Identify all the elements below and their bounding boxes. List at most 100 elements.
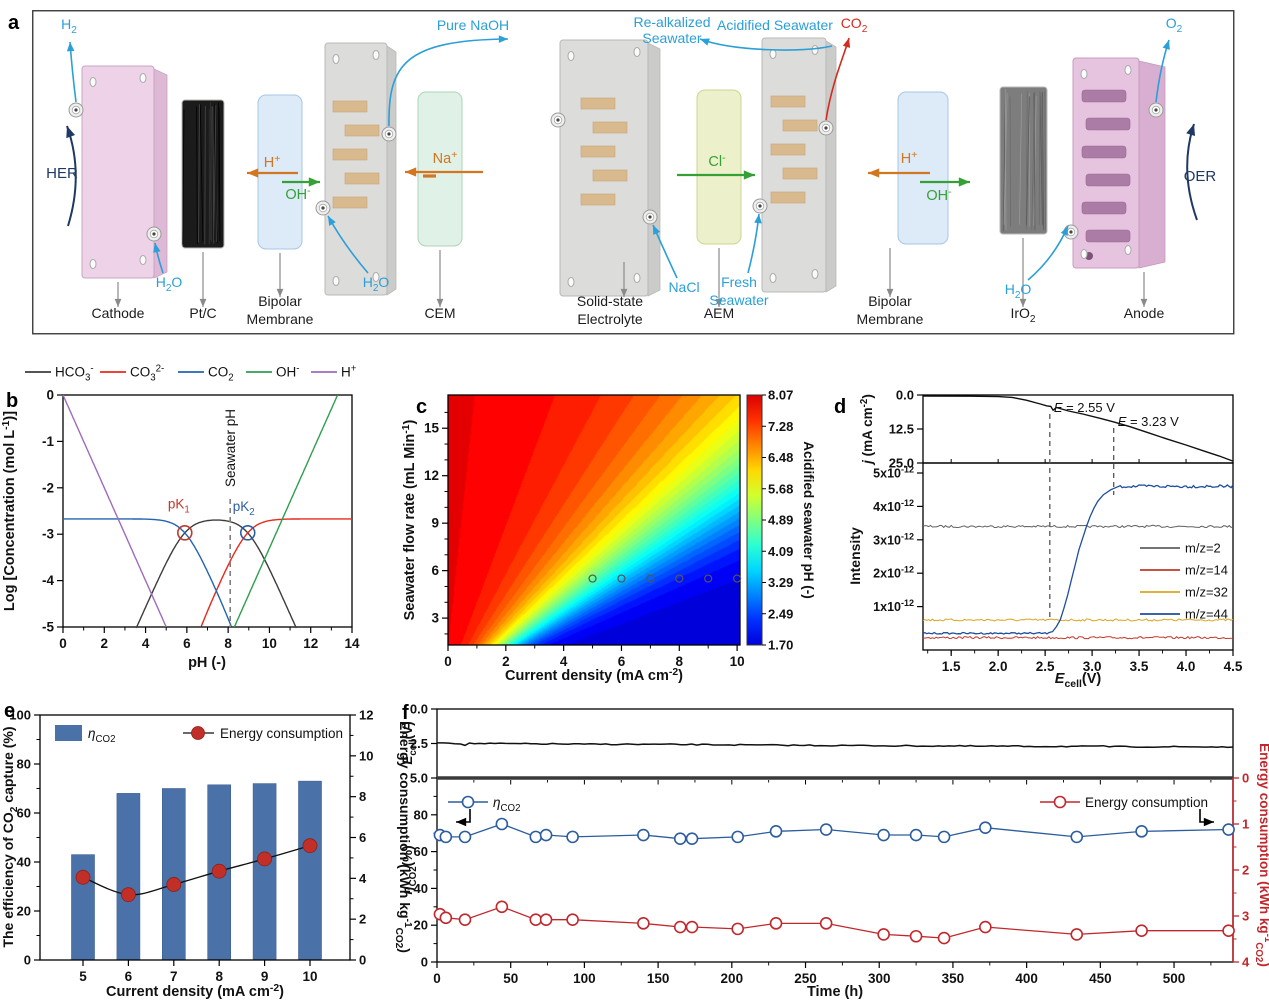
cem-membrane (417, 91, 463, 247)
svg-text:9: 9 (261, 969, 269, 984)
svg-text:E = 3.23 V: E = 3.23 V (1118, 414, 1179, 429)
reaction-arrows: HER OER (46, 123, 1216, 227)
svg-text:AEM: AEM (704, 305, 734, 321)
svg-text:m/z=2: m/z=2 (1185, 541, 1221, 556)
svg-text:j (mA cm-2): j (mA cm-2) (859, 394, 875, 466)
svg-text:10: 10 (359, 748, 373, 763)
svg-text:4x10-12: 4x10-12 (873, 498, 914, 514)
bjerrum-curves (62, 394, 352, 629)
energy-series (433, 900, 1235, 945)
energy-line (75, 838, 318, 903)
svg-text:4.89: 4.89 (768, 513, 793, 528)
svg-text:20: 20 (414, 918, 428, 933)
svg-text:H+: H+ (901, 150, 918, 167)
svg-text:250: 250 (794, 971, 817, 986)
svg-text:Energy consumption (kWh kg-1CO: Energy consumption (kWh kg-1CO2) (1253, 743, 1269, 967)
svg-text:5.68: 5.68 (768, 481, 793, 496)
bjerrum-legend: HCO3- CO32- CO2 OH- H+ (25, 364, 357, 384)
bar-legend: ηCO2 Energy consumption (55, 725, 343, 745)
flow-plate-naoh (315, 42, 397, 296)
svg-text:12: 12 (303, 636, 318, 651)
cell-stack-components (68, 37, 1166, 297)
panel-b-letter: b (6, 390, 19, 412)
svg-text:Acidified Seawater: Acidified Seawater (717, 17, 833, 33)
svg-text:0: 0 (1242, 771, 1249, 786)
svg-text:2x10-12: 2x10-12 (873, 565, 914, 581)
svg-text:1.70: 1.70 (768, 638, 793, 653)
svg-text:O2: O2 (1166, 15, 1183, 35)
svg-text:The efficiency of CO2 capture: The efficiency of CO2 capture (%) (0, 726, 20, 947)
svg-text:6: 6 (183, 636, 191, 651)
panel-b-chart: HCO3- CO32- CO2 OH- H+ 0 2 4 6 8 10 12 14 0 -1 -2 -3 -4 -5… (1, 364, 360, 672)
component-labels: Cathode Pt/C Bipolar Membrane CEM Solid-state… (92, 238, 1164, 327)
ecell-trace (437, 742, 1234, 749)
svg-text:IrO2: IrO2 (1010, 305, 1035, 325)
aem-membrane (696, 89, 742, 245)
svg-text:Membrane: Membrane (247, 311, 314, 327)
svg-text:60: 60 (17, 806, 31, 821)
svg-text:2: 2 (502, 654, 510, 669)
svg-text:6: 6 (125, 969, 133, 984)
ms-traces (922, 484, 1234, 640)
svg-text:3.0: 3.0 (1083, 659, 1102, 674)
svg-text:0.0: 0.0 (896, 388, 914, 403)
svg-text:Re-alkalized: Re-alkalized (633, 14, 710, 30)
svg-text:5: 5 (79, 969, 87, 984)
svg-text:H2O: H2O (156, 274, 183, 294)
svg-text:7: 7 (170, 969, 178, 984)
svg-text:50: 50 (503, 971, 518, 986)
svg-text:8.07: 8.07 (768, 388, 793, 403)
svg-text:0: 0 (59, 636, 67, 651)
bipolar-membrane-2 (897, 91, 949, 245)
svg-text:Cl-: Cl- (708, 153, 726, 170)
svg-text:Log [Concentration (mol L-1)]: Log [Concentration (mol L-1)] (1, 411, 18, 611)
svg-text:HER: HER (46, 165, 78, 182)
svg-text:6: 6 (359, 830, 366, 845)
svg-text:-3: -3 (42, 527, 54, 542)
svg-text:4: 4 (560, 654, 568, 669)
svg-text:pK2: pK2 (233, 499, 255, 518)
port-nozzle (146, 226, 162, 242)
svg-text:300: 300 (868, 971, 891, 986)
svg-text:500: 500 (1163, 971, 1186, 986)
svg-text:3.5: 3.5 (1130, 659, 1149, 674)
svg-text:2.5: 2.5 (1036, 659, 1055, 674)
svg-text:200: 200 (721, 971, 744, 986)
svg-text:Seawater pH: Seawater pH (223, 409, 238, 487)
port-nozzle (818, 120, 834, 136)
svg-text:CO32-: CO32- (130, 364, 164, 384)
svg-text:60: 60 (414, 844, 428, 859)
svg-text:NaCl: NaCl (668, 279, 699, 295)
ms-axes: 1.5 2.0 2.5 3.0 3.5 4.0 4.5 0.0 12.5 25.0 j (mA cm… (847, 388, 1243, 691)
svg-text:12.5: 12.5 (889, 422, 914, 437)
svg-text:0: 0 (24, 953, 31, 968)
ptc-electrode (181, 99, 225, 249)
svg-text:0: 0 (421, 955, 428, 970)
svg-text:Electrolyte: Electrolyte (577, 311, 643, 327)
panel-d-chart: 1.5 2.0 2.5 3.0 3.5 4.0 4.5 0.0 12.5 25.0 j (mA cm… (847, 388, 1243, 691)
svg-text:Seawater: Seawater (709, 292, 768, 308)
svg-text:Acidified seawater pH (-): Acidified seawater pH (-) (801, 441, 816, 599)
svg-text:3.29: 3.29 (768, 575, 793, 590)
svg-text:2: 2 (101, 636, 109, 651)
svg-text:Fresh: Fresh (721, 274, 757, 290)
svg-text:40: 40 (414, 881, 428, 896)
dashed-markers: E = 2.55 VE = 3.23 V (1049, 400, 1179, 620)
svg-text:7.28: 7.28 (768, 419, 793, 434)
svg-text:9: 9 (431, 516, 439, 531)
panel-a-letter: a (8, 12, 20, 34)
svg-text:Time (h): Time (h) (807, 984, 863, 1000)
svg-text:-5: -5 (42, 620, 54, 635)
svg-text:10: 10 (302, 969, 317, 984)
svg-text:15: 15 (424, 421, 440, 436)
svg-text:m/z=32: m/z=32 (1185, 585, 1228, 600)
port-nozzle (381, 126, 397, 142)
panel-f-letter: f (402, 702, 409, 724)
svg-text:4.09: 4.09 (768, 544, 793, 559)
flow-plate-seawater (752, 37, 837, 293)
svg-text:1x10-12: 1x10-12 (873, 598, 914, 614)
panel-d-letter: d (834, 396, 847, 418)
bjerrum-axes: 0 2 4 6 8 10 12 14 0 -1 -2 -3 -4 -5 pH (-) Log [Concent… (1, 388, 360, 672)
svg-text:CO2: CO2 (841, 15, 868, 35)
